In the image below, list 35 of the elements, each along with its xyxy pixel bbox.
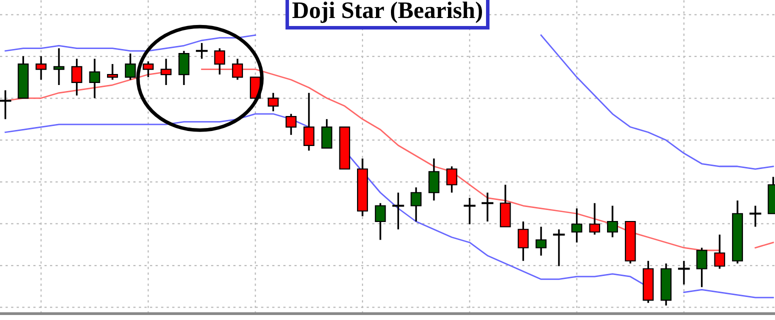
candlestick (160, 58, 172, 86)
candlestick (536, 226, 547, 256)
candlestick (428, 158, 440, 202)
candlestick (321, 118, 332, 149)
candlestick (303, 92, 314, 152)
candlestick (589, 202, 600, 236)
candlestick (553, 228, 565, 267)
candlestick (696, 246, 708, 288)
candlestick (607, 204, 618, 238)
candlestick (571, 208, 582, 244)
candlestick (196, 42, 208, 60)
candlestick (392, 192, 404, 230)
candlestick (374, 202, 386, 241)
candlestick (36, 55, 47, 81)
candlestick (410, 186, 422, 222)
candlestick (482, 192, 494, 222)
candlestick (71, 58, 82, 96)
candlestick (214, 47, 226, 76)
candlestick (0, 89, 12, 120)
candlestick (446, 166, 458, 194)
candlestick (89, 58, 100, 99)
candlestick (464, 197, 476, 225)
candlestick (286, 113, 297, 136)
candlestick (749, 204, 762, 228)
candlestick (178, 50, 190, 86)
candlestick (268, 92, 279, 112)
candlestick (142, 60, 154, 78)
candlestick (678, 260, 690, 286)
candlestick (500, 184, 511, 228)
candlestick (107, 63, 118, 81)
candlestick (518, 220, 529, 262)
candlestick (714, 234, 726, 270)
candlestick (232, 58, 243, 81)
chart-title: Doji Star (Bearish) (292, 2, 482, 24)
candlestick (53, 47, 64, 86)
